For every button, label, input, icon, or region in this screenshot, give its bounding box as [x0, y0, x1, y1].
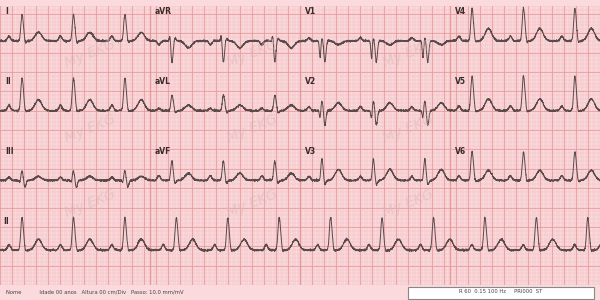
Text: II: II — [5, 77, 11, 86]
Text: My EKG: My EKG — [62, 38, 118, 70]
Text: My EKG: My EKG — [380, 38, 436, 70]
Text: My EKG: My EKG — [380, 188, 436, 220]
Text: R 60  0.15 100 Hz     PRI000  ST: R 60 0.15 100 Hz PRI000 ST — [460, 289, 542, 294]
Text: My EKG: My EKG — [62, 112, 118, 146]
Text: Nome           Idade 00 anos   Altura 00 cm/Div   Passo: 10.0 mm/mV: Nome Idade 00 anos Altura 00 cm/Div Pass… — [6, 289, 184, 294]
Text: V1: V1 — [305, 8, 316, 16]
Text: V6: V6 — [455, 147, 466, 156]
Text: My EKG: My EKG — [380, 112, 436, 146]
Text: aVR: aVR — [155, 8, 172, 16]
Text: II: II — [3, 217, 9, 226]
Text: My EKG: My EKG — [62, 188, 118, 220]
Text: My EKG: My EKG — [224, 188, 280, 220]
Text: aVL: aVL — [155, 77, 171, 86]
Text: V5: V5 — [455, 77, 466, 86]
Text: My EKG: My EKG — [224, 112, 280, 146]
Text: I: I — [5, 8, 8, 16]
Text: V2: V2 — [305, 77, 316, 86]
Text: III: III — [5, 147, 13, 156]
Text: aVF: aVF — [155, 147, 171, 156]
Text: V4: V4 — [455, 8, 466, 16]
Text: My EKG: My EKG — [224, 38, 280, 70]
Text: V3: V3 — [305, 147, 316, 156]
Bar — [408, 286, 594, 298]
